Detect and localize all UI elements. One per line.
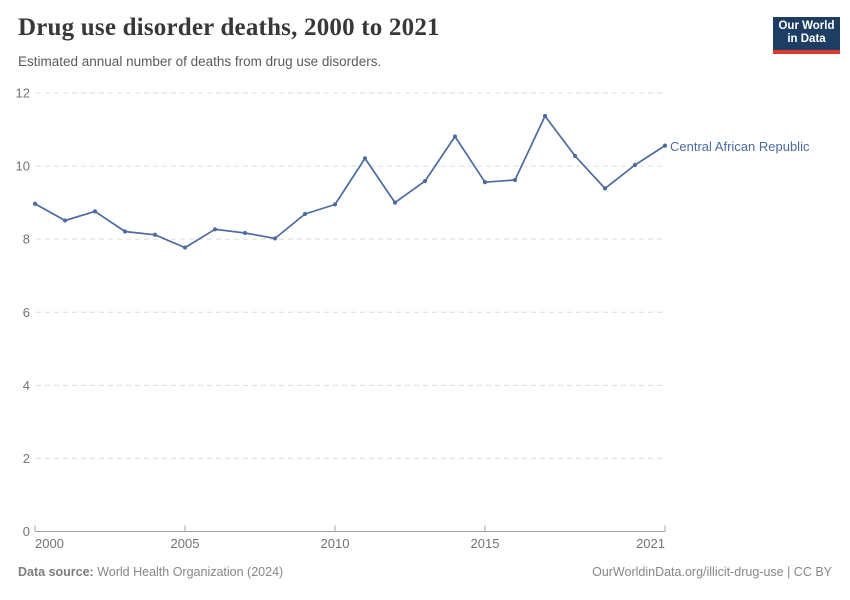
data-point <box>32 201 38 206</box>
data-point <box>572 153 578 158</box>
chart-subtitle: Estimated annual number of deaths from d… <box>18 54 382 69</box>
y-tick-label: 4 <box>23 378 30 393</box>
data-point <box>422 178 428 184</box>
data-point <box>452 134 458 139</box>
y-tick-label: 10 <box>16 159 30 174</box>
x-tick-label: 2005 <box>171 536 200 551</box>
y-tick-label: 8 <box>23 232 30 247</box>
data-point <box>92 209 98 214</box>
y-tick-label: 0 <box>23 524 30 539</box>
data-point <box>122 229 128 234</box>
data-point <box>362 156 368 161</box>
page-title: Drug use disorder deaths, 2000 to 2021 <box>18 14 440 41</box>
data-source-value: World Health Organization (2024) <box>93 565 284 579</box>
data-point <box>332 202 338 207</box>
data-point <box>392 200 398 205</box>
data-point <box>302 211 308 217</box>
data-point <box>242 230 248 236</box>
owid-logo[interactable]: Our World in Data <box>773 17 840 54</box>
data-source-label: Data source: <box>18 565 94 579</box>
footer-citation-link[interactable]: OurWorldinData.org/illicit-drug-use | CC… <box>592 565 832 579</box>
data-point <box>632 162 638 168</box>
data-point <box>512 177 518 183</box>
x-tick-label: 2010 <box>321 536 350 551</box>
owid-logo-stripe <box>773 50 840 54</box>
series-label-central-african-republic[interactable]: Central African Republic <box>670 139 810 154</box>
y-tick-label: 2 <box>23 451 30 466</box>
data-point <box>212 227 218 232</box>
data-point <box>152 232 158 237</box>
data-source-note: Data source: World Health Organization (… <box>18 565 283 579</box>
data-point <box>662 143 668 148</box>
data-point <box>182 245 188 250</box>
data-point <box>272 236 278 241</box>
data-point <box>602 186 608 191</box>
x-tick-label: 2015 <box>471 536 500 551</box>
data-point <box>542 113 548 119</box>
series-line[interactable] <box>34 115 666 249</box>
data-point <box>62 218 68 223</box>
data-point <box>482 180 488 185</box>
owid-logo-text: Our World in Data <box>773 17 840 50</box>
y-tick-label: 12 <box>16 86 30 101</box>
x-tick-label: 2000 <box>35 536 64 551</box>
x-tick-label: 2021 <box>636 536 665 551</box>
y-tick-label: 6 <box>23 305 30 320</box>
